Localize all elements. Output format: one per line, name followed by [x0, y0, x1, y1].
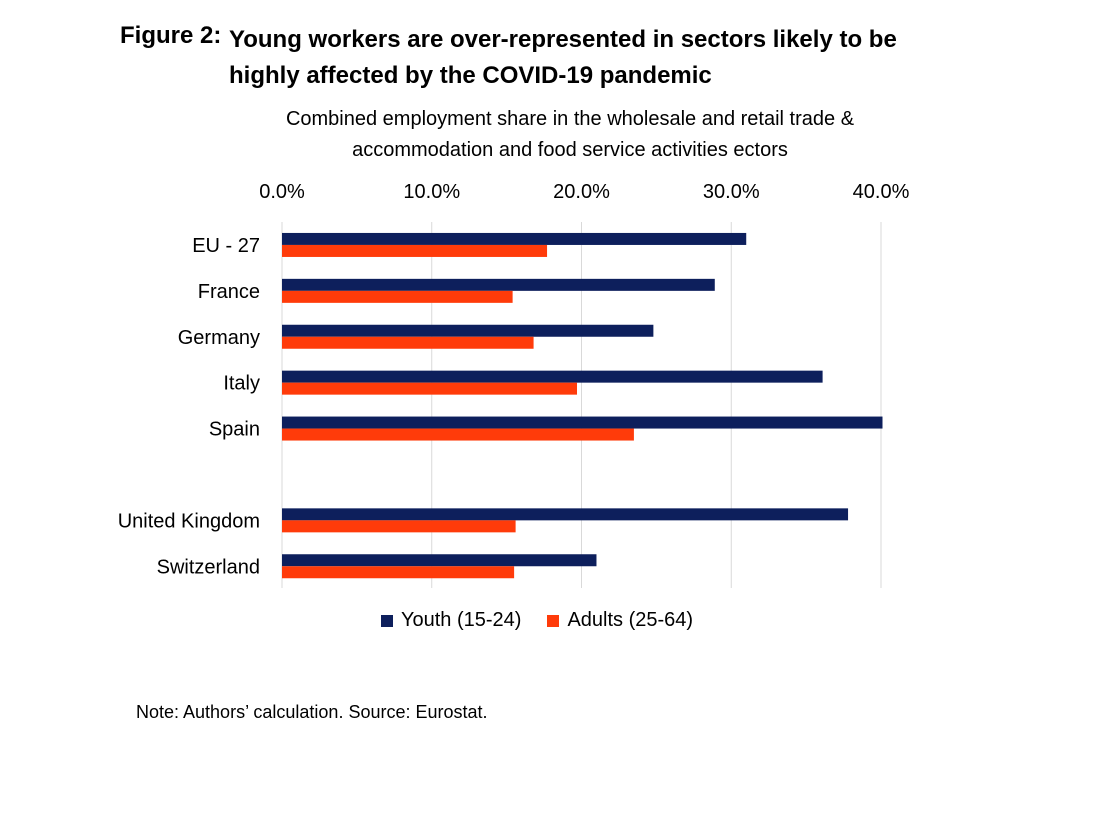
x-tick-label-4: 40.0%	[853, 181, 910, 203]
bar-adults-united-kingdom	[282, 520, 516, 533]
x-tick-label-3: 30.0%	[703, 181, 760, 203]
category-label-italy: Italy	[223, 373, 260, 395]
x-axis-title: Combined employment share in the wholesa…	[285, 108, 855, 161]
legend-swatch-adults	[547, 614, 560, 627]
bar-youth-germany	[282, 324, 654, 337]
bar-adults-switzerland	[282, 566, 515, 579]
chart-title: Young workers are over-represented in se…	[229, 26, 897, 89]
legend-item-adults: Adults (25-64)	[547, 609, 693, 632]
bar-youth-united-kingdom	[282, 508, 849, 521]
legend: Youth (15-24) Adults (25-64)	[381, 609, 719, 632]
bar-adults-spain	[282, 428, 634, 441]
bar-youth-italy	[282, 370, 823, 383]
legend-swatch-youth	[381, 614, 393, 627]
category-label-france: France	[198, 281, 260, 303]
category-label-eu-27: EU - 27	[192, 235, 260, 257]
bar-youth-france	[282, 278, 715, 291]
bar-adults-italy	[282, 382, 578, 395]
bar-adults-eu-27	[282, 244, 548, 257]
category-label-switzerland: Switzerland	[157, 556, 260, 578]
bar-youth-eu-27	[282, 232, 747, 245]
x-tick-label-0: 0.0%	[259, 181, 305, 203]
category-label-germany: Germany	[178, 327, 260, 349]
legend-item-youth: Youth (15-24)	[381, 609, 521, 632]
x-tick-label-2: 20.0%	[553, 181, 610, 203]
figure-label: Figure 2:	[120, 22, 222, 49]
legend-label-adults: Adults (25-64)	[567, 609, 694, 631]
category-label-united-kingdom: United Kingdom	[118, 510, 260, 532]
bar-adults-france	[282, 290, 513, 303]
legend-label-youth: Youth (15-24)	[401, 609, 522, 631]
bar-youth-switzerland	[282, 554, 597, 567]
bar-youth-spain	[282, 416, 883, 429]
category-label-spain: Spain	[209, 419, 260, 441]
x-tick-label-1: 10.0%	[403, 181, 460, 203]
source-note: Note: Authors’ calculation. Source: Euro…	[136, 702, 488, 722]
bar-adults-germany	[282, 336, 534, 349]
